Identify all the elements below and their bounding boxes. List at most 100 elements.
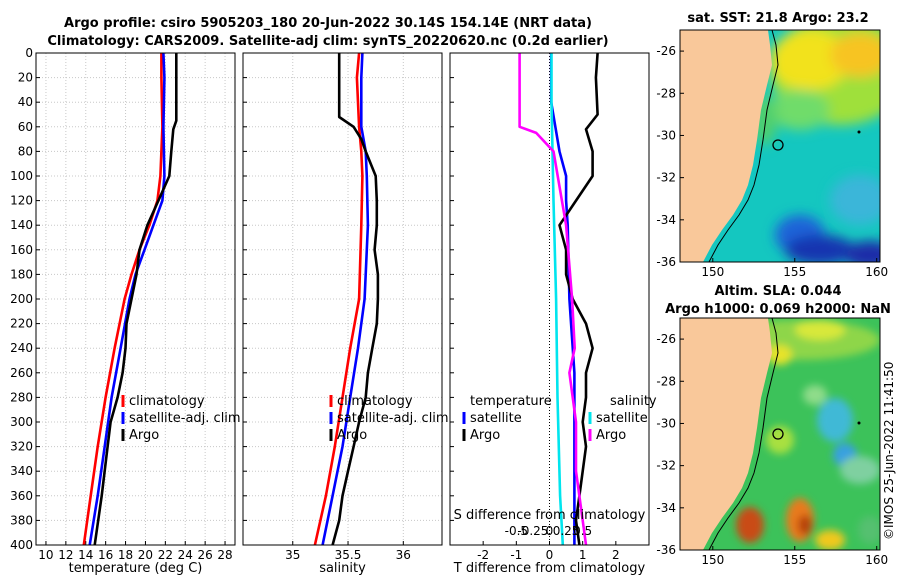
series-argo bbox=[331, 53, 380, 546]
x2tick-label: -0.25 bbox=[517, 524, 548, 538]
lat-tick-label: -26 bbox=[656, 44, 676, 58]
depth-tick-label: 20 bbox=[18, 71, 33, 85]
legend-label-climatology: climatology bbox=[337, 394, 413, 409]
xtick-label: 24 bbox=[178, 548, 193, 562]
xtick-label: -2 bbox=[477, 548, 489, 562]
xtick-label: 22 bbox=[158, 548, 173, 562]
legend-title-salinity: salinity bbox=[610, 394, 657, 409]
sla-contour bbox=[708, 318, 779, 550]
series-salinity-argo bbox=[518, 53, 588, 546]
series-temperature-satellite bbox=[549, 53, 576, 545]
sst-map-frame bbox=[679, 29, 881, 263]
temperature-legend: climatology satellite-adj. clim Argo bbox=[121, 394, 241, 443]
x-axis-label: T difference from climatology bbox=[453, 561, 646, 576]
lat-tick-label: -34 bbox=[656, 501, 676, 515]
xtick-label: 1 bbox=[579, 548, 587, 562]
depth-tick-label: 400 bbox=[10, 538, 33, 552]
legend-title-temperature: temperature bbox=[470, 394, 552, 409]
depth-tick-label: 160 bbox=[10, 243, 33, 257]
lat-tick-label: -28 bbox=[656, 86, 676, 100]
x2tick-label: 0 bbox=[546, 524, 554, 538]
xtick-label: 18 bbox=[118, 548, 133, 562]
plot-frame bbox=[449, 52, 650, 546]
legend-label-sal-argo: Argo bbox=[596, 428, 626, 443]
xtick-label: 16 bbox=[98, 548, 113, 562]
depth-tick-label: 360 bbox=[10, 489, 33, 503]
x2tick-label: -0.5 bbox=[505, 524, 528, 538]
sst-dot bbox=[857, 130, 861, 134]
sla-dot bbox=[857, 421, 861, 425]
x-axis-label: salinity bbox=[319, 561, 366, 576]
depth-tick-label: 320 bbox=[10, 440, 33, 454]
xtick-label: 20 bbox=[138, 548, 153, 562]
sst-map-ticks: 150 155 160 -26 -28 -30 -32 -34 -36 bbox=[656, 44, 888, 279]
difference-panel: -2 -1 0 1 2 S difference from climatology-0.5… bbox=[449, 52, 650, 576]
depth-tick-label: 120 bbox=[10, 194, 33, 208]
lat-tick-label: -36 bbox=[656, 543, 676, 557]
depth-tick-label: 280 bbox=[10, 390, 33, 404]
lon-tick-label: 150 bbox=[701, 265, 724, 279]
xtick-label: 0 bbox=[546, 548, 554, 562]
depth-tick-label: 300 bbox=[10, 415, 33, 429]
depth-tick-label: 220 bbox=[10, 317, 33, 331]
plot-frame bbox=[35, 52, 236, 546]
xtick-label: 36 bbox=[396, 548, 411, 562]
xtick-label: 26 bbox=[198, 548, 213, 562]
lon-tick-label: 150 bbox=[701, 553, 724, 567]
sla-map-title-1: Altim. SLA: 0.044 bbox=[715, 284, 842, 299]
depth-tick-label: 200 bbox=[10, 292, 33, 306]
sst-argo-location-marker bbox=[772, 139, 784, 151]
lat-tick-label: -30 bbox=[656, 128, 676, 142]
temperature-panel: 0 20 40 60 80 100 120 140 160 180 200 220 240 260 280 3… bbox=[10, 46, 236, 576]
timestamp: ©IMOS 25-Jun-2022 11:41:50 bbox=[882, 362, 896, 540]
xtick-label: 35.5 bbox=[335, 548, 362, 562]
plot-frame bbox=[242, 52, 443, 546]
legend-label-satellite: satellite-adj. clim bbox=[337, 411, 449, 426]
series-satellite-adj-clim bbox=[88, 52, 166, 546]
legend-label-argo: Argo bbox=[129, 428, 159, 443]
legend-label-satellite: satellite-adj. clim bbox=[129, 411, 241, 426]
xtick-label: 28 bbox=[217, 548, 232, 562]
series-climatology bbox=[313, 52, 364, 546]
depth-tick-label: 0 bbox=[25, 46, 33, 60]
lon-tick-label: 155 bbox=[783, 265, 806, 279]
lon-tick-label: 160 bbox=[865, 265, 888, 279]
depth-tick-label: 140 bbox=[10, 218, 33, 232]
lon-tick-label: 155 bbox=[783, 553, 806, 567]
difference-legend: temperature salinity satellite Argo sate… bbox=[462, 394, 657, 443]
sla-land bbox=[680, 318, 772, 550]
depth-tick-label: 260 bbox=[10, 366, 33, 380]
title-line-2: Climatology: CARS2009. Satellite-adj cli… bbox=[47, 34, 608, 49]
legend-label-temp-argo: Argo bbox=[470, 428, 500, 443]
depth-tick-label: 60 bbox=[18, 120, 33, 134]
x-axis-label: temperature (deg C) bbox=[69, 561, 203, 576]
xtick-label: 35 bbox=[285, 548, 300, 562]
x2tick-label: 0.5 bbox=[573, 524, 592, 538]
legend-label-argo: Argo bbox=[337, 428, 367, 443]
sst-map-title: sat. SST: 21.8 Argo: 23.2 bbox=[687, 11, 868, 26]
xtick-label: 14 bbox=[78, 548, 93, 562]
sla-map-ticks: 150 155 160 -26 -28 -30 -32 -34 -36 bbox=[656, 332, 888, 567]
title-line-1: Argo profile: csiro 5905203_180 20-Jun-2… bbox=[64, 16, 592, 31]
xtick-label: 10 bbox=[38, 548, 53, 562]
x2-axis-label: S difference from climatology bbox=[454, 508, 646, 523]
lat-tick-label: -36 bbox=[656, 255, 676, 269]
lat-tick-label: -34 bbox=[656, 213, 676, 227]
series-satellite-adj-clim bbox=[321, 52, 370, 546]
depth-tick-label: 180 bbox=[10, 267, 33, 281]
sla-argo-location-marker bbox=[772, 428, 784, 440]
legend-label-temp-satellite: satellite bbox=[470, 411, 522, 426]
salinity-legend: climatology satellite-adj. clim Argo bbox=[329, 394, 449, 443]
salinity-panel: 35 35.5 36 salinity bbox=[242, 52, 443, 576]
series-climatology bbox=[82, 53, 164, 546]
x2tick-label: 0.25 bbox=[553, 524, 580, 538]
lat-tick-label: -32 bbox=[656, 171, 676, 185]
lat-tick-label: -30 bbox=[656, 416, 676, 430]
lat-tick-label: -28 bbox=[656, 374, 676, 388]
sst-contour bbox=[708, 30, 779, 262]
depth-tick-label: 100 bbox=[10, 169, 33, 183]
legend-label-climatology: climatology bbox=[129, 394, 205, 409]
series-salinity-satellite bbox=[550, 53, 565, 546]
sla-map-frame bbox=[679, 317, 881, 551]
